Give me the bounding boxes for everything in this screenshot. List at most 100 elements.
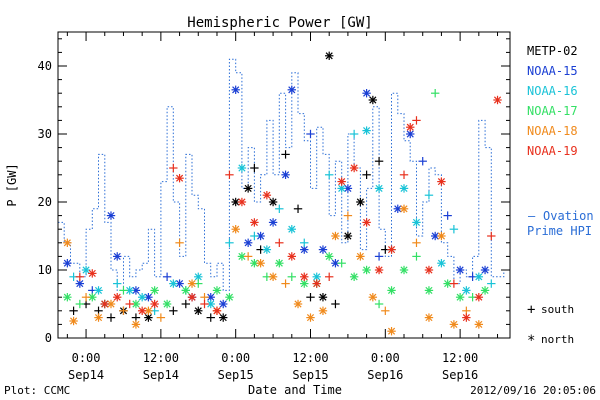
point-metp-02-17-plus	[281, 150, 290, 159]
point-noaa-18-27-star	[399, 204, 409, 213]
y-axis: 0 10 20 30 40	[38, 38, 510, 345]
point-metp-02-23-star	[343, 231, 353, 241]
point-noaa-18-5-plus	[119, 306, 128, 315]
point-noaa-17-8-star	[181, 286, 191, 295]
y-axis-label: P [GW]	[5, 163, 19, 206]
point-noaa-19-24-star	[374, 265, 384, 275]
point-noaa-16-11-plus	[225, 238, 234, 247]
point-noaa-19-32-star	[462, 313, 471, 322]
x-tick-date-label: Sep14	[143, 368, 179, 382]
point-noaa-17-0-star	[63, 293, 72, 302]
point-noaa-18-22-plus	[343, 211, 353, 220]
point-noaa-18-21-star	[331, 231, 340, 241]
point-noaa-15-17-star	[281, 170, 290, 179]
point-metp-02-25-plus	[362, 170, 371, 179]
star-symbol-glyph: *	[527, 333, 535, 349]
point-metp-02-9-star	[194, 306, 203, 315]
point-noaa-15-20-plus	[306, 129, 315, 139]
point-noaa-16-14-star	[262, 245, 272, 254]
point-noaa-18-19-star	[306, 313, 315, 322]
point-noaa-19-15-star	[262, 191, 272, 200]
point-noaa-17-2-star	[88, 293, 97, 302]
point-noaa-19-35-star	[493, 95, 502, 105]
point-noaa-17-15-star	[275, 259, 284, 268]
x-tick-time-label: 12:00	[292, 351, 328, 365]
point-noaa-18-31-star	[449, 320, 459, 329]
point-metp-02-3-plus	[106, 313, 116, 322]
point-metp-02-13-star	[243, 184, 253, 193]
point-noaa-17-25-star	[399, 265, 409, 275]
x-tick-date-label: Sep15	[292, 368, 328, 382]
plot-credit: Plot: CCMC	[4, 384, 70, 397]
point-noaa-19-7-plus	[169, 163, 178, 173]
point-metp-02-7-plus	[169, 306, 178, 315]
north-label: north	[541, 333, 574, 346]
x-tick-time-label: 0:00	[221, 351, 250, 365]
point-noaa-19-25-star	[387, 245, 396, 254]
legend-ovation-label-line2: Prime HPI	[527, 224, 592, 238]
x-axis-label: Date and Time	[248, 383, 342, 397]
point-metp-02-8-plus	[181, 299, 191, 309]
point-noaa-18-6-star	[131, 320, 141, 329]
point-noaa-18-16-star	[268, 272, 278, 281]
ovation-prime-hpi-line	[58, 58, 510, 291]
point-noaa-15-19-star	[300, 245, 309, 254]
point-noaa-16-7-star	[169, 279, 178, 288]
point-noaa-16-3-plus	[113, 279, 122, 288]
point-noaa-17-30-star	[455, 293, 465, 302]
point-noaa-16-15-plus	[275, 204, 284, 213]
point-metp-02-0-plus	[69, 306, 78, 315]
point-noaa-17-27-star	[424, 286, 434, 295]
legend-entry-noaa-18: NOAA-18	[527, 124, 578, 138]
point-noaa-18-9-plus	[175, 238, 184, 247]
point-noaa-15-0-star	[63, 259, 72, 268]
point-noaa-15-16-star	[268, 218, 278, 227]
point-noaa-16-4-star	[125, 286, 134, 295]
x-tick-time-label: 0:00	[72, 351, 101, 365]
point-noaa-17-10-star	[212, 286, 222, 295]
point-noaa-17-28-plus	[430, 89, 440, 98]
point-noaa-17-11-star	[225, 293, 234, 302]
point-metp-02-10-plus	[206, 313, 215, 322]
point-noaa-18-24-star	[368, 293, 378, 302]
point-noaa-19-14-star	[250, 218, 259, 227]
point-noaa-18-28-plus	[412, 238, 421, 247]
point-noaa-15-25-plus	[374, 252, 384, 261]
point-noaa-17-23-plus	[374, 299, 384, 309]
legend-entry-metp-02: METP-02	[527, 44, 578, 58]
y-tick-label: 20	[38, 195, 52, 209]
plus-symbol-glyph: +	[527, 302, 535, 318]
point-noaa-15-8-plus	[162, 272, 172, 281]
x-tick-date-label: Sep16	[442, 368, 478, 382]
point-noaa-15-24-star	[362, 89, 371, 98]
point-noaa-19-18-star	[300, 272, 309, 281]
point-metp-02-11-star	[219, 313, 228, 322]
point-metp-02-16-star	[268, 197, 278, 207]
point-noaa-15-26-star	[393, 204, 402, 213]
point-noaa-19-28-plus	[412, 116, 421, 125]
point-metp-02-21-star	[325, 51, 334, 60]
point-noaa-19-1-star	[88, 269, 97, 278]
point-noaa-17-1-plus	[75, 299, 85, 309]
point-noaa-15-5-star	[113, 252, 122, 261]
point-noaa-15-30-plus	[443, 211, 452, 220]
point-noaa-18-1-star	[69, 316, 78, 326]
point-noaa-18-2-plus	[81, 293, 91, 302]
legend-entry-noaa-19: NOAA-19	[527, 144, 578, 158]
x-tick-time-label: 12:00	[442, 351, 478, 365]
point-noaa-18-10-star	[187, 279, 197, 288]
point-noaa-15-28-plus	[418, 157, 427, 166]
legend-entry-noaa-16: NOAA-16	[527, 84, 578, 98]
point-noaa-17-22-star	[362, 265, 371, 275]
point-noaa-19-22-star	[349, 163, 359, 173]
point-noaa-15-33-star	[480, 265, 490, 275]
point-noaa-15-21-star	[318, 245, 328, 254]
point-noaa-17-24-star	[387, 286, 396, 295]
point-noaa-18-15-star	[256, 259, 265, 268]
point-noaa-16-28-star	[437, 259, 446, 268]
point-noaa-15-4-star	[106, 211, 116, 220]
south-label: south	[541, 303, 574, 316]
point-noaa-18-20-star	[318, 306, 328, 315]
point-noaa-19-33-star	[474, 293, 484, 302]
